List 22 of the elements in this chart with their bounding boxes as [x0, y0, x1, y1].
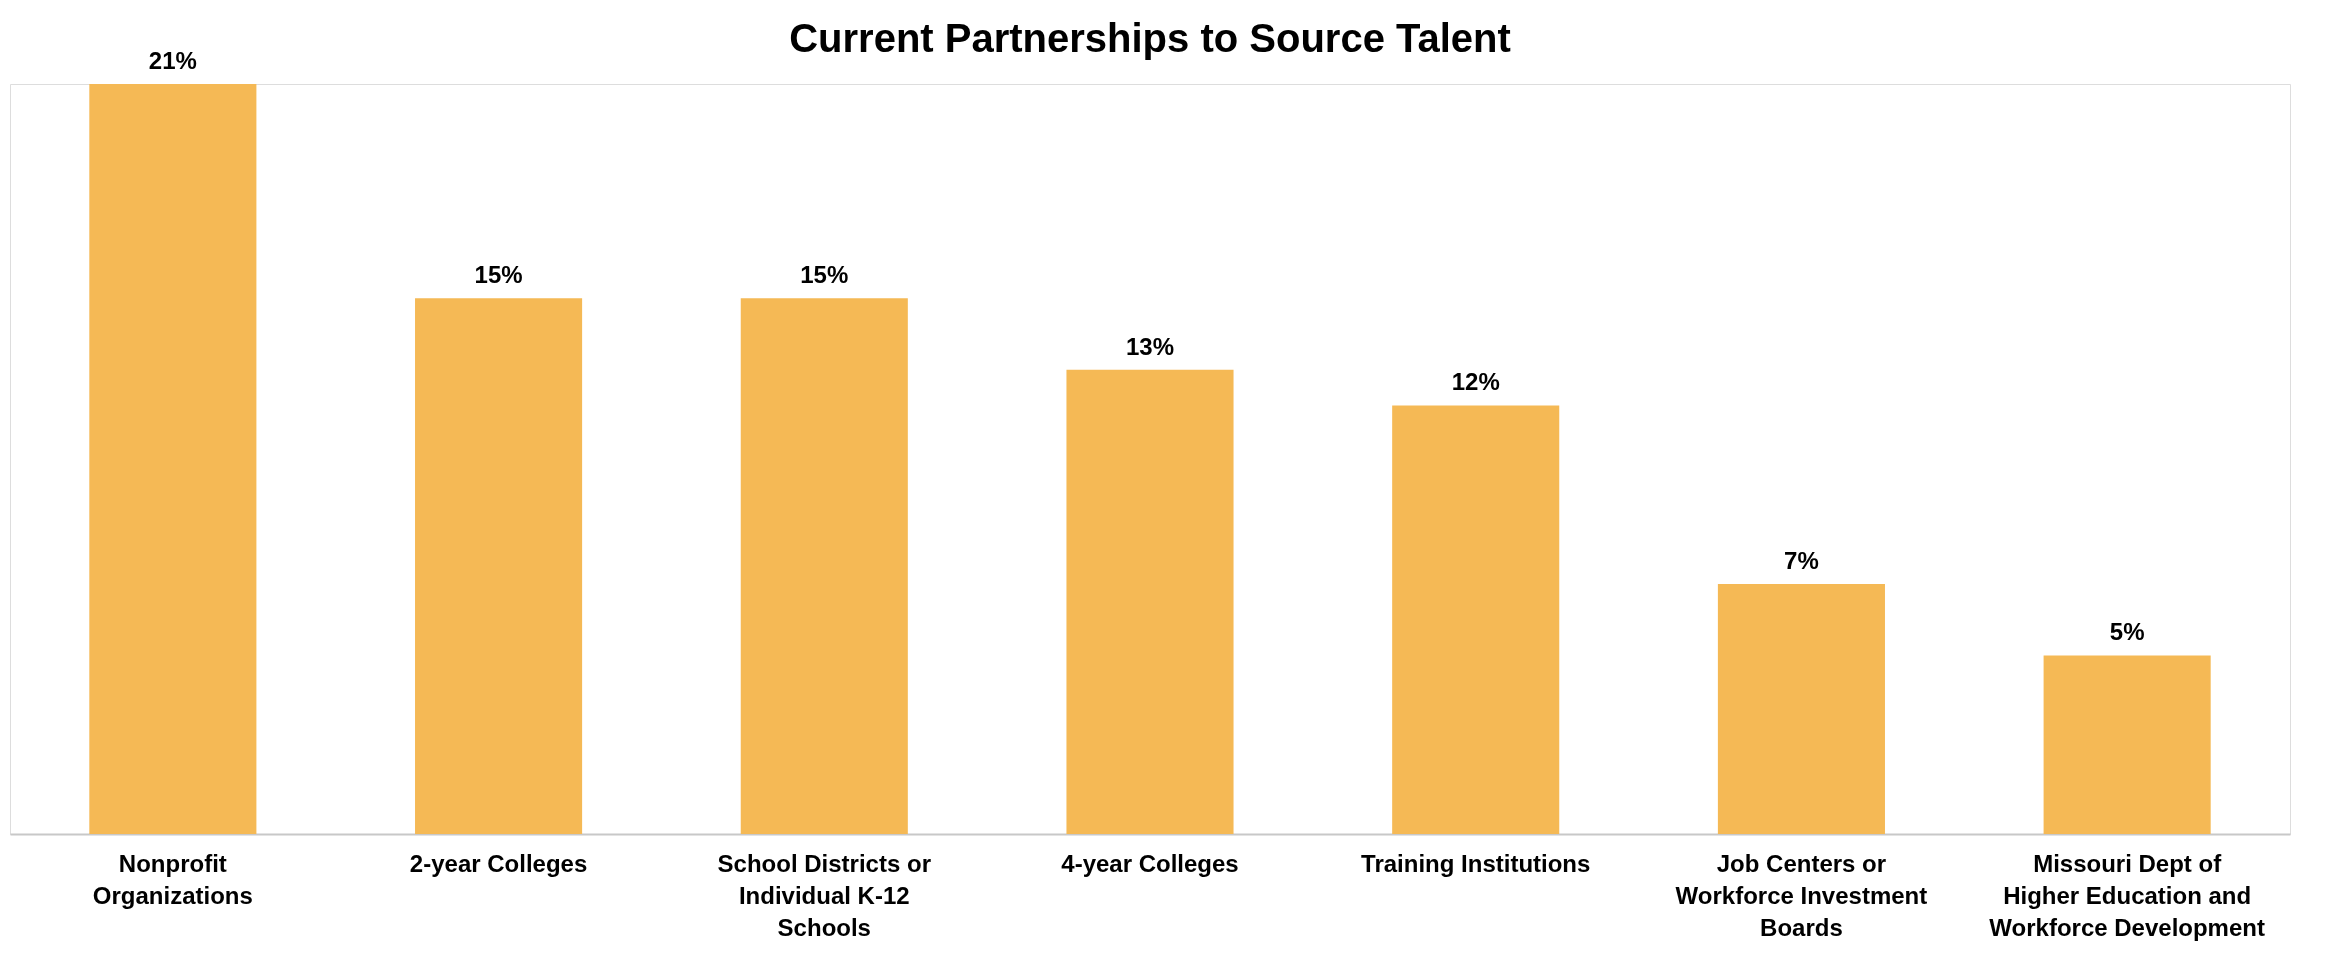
- data-label: 7%: [1784, 547, 1819, 574]
- bar: [1717, 584, 1885, 834]
- data-label: 12%: [1451, 368, 1500, 396]
- x-tick-label: 4-year Colleges: [1061, 849, 1239, 877]
- data-label: 13%: [1125, 332, 1175, 360]
- data-label: 15%: [474, 261, 523, 289]
- bar: [740, 298, 908, 834]
- x-tick-label: 2-year Colleges: [409, 849, 588, 877]
- bar: [415, 298, 583, 834]
- x-tick-label: Training Institutions: [1361, 849, 1591, 877]
- x-tick-label: Missouri Dept of Higher Education and Workforce Development: [1989, 849, 2265, 941]
- chart-title: Current Partnerships to Source Talent: [789, 16, 1511, 60]
- bar: [89, 84, 257, 834]
- x-tick-label: Job Centers or Workforce Investment Boards: [1675, 849, 1928, 941]
- data-label: 15%: [800, 261, 849, 289]
- x-tick-label: Nonprofit Organizations: [92, 849, 253, 909]
- data-label: 21%: [148, 47, 197, 74]
- bar: [1392, 405, 1560, 834]
- x-tick-label: School Districts or Individual K-12 Schools: [717, 849, 931, 941]
- data-label: 5%: [2109, 618, 2145, 646]
- bar: [2043, 655, 2211, 834]
- bar: [1066, 369, 1234, 834]
